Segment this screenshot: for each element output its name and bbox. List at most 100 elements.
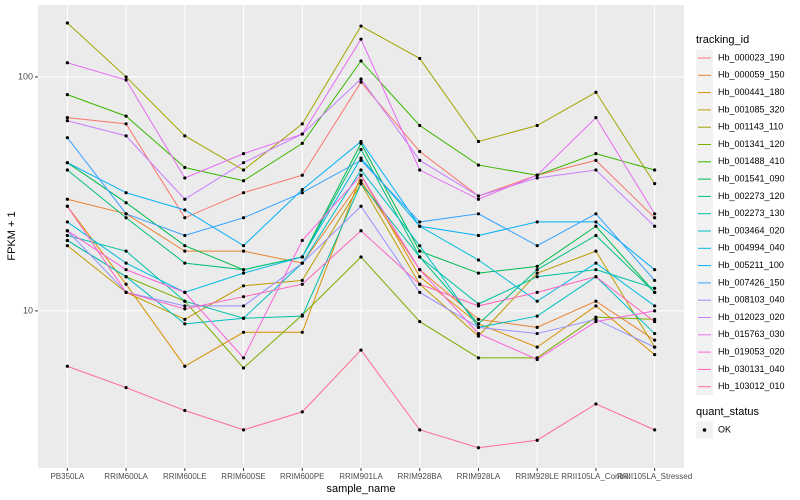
data-point (241, 428, 246, 432)
data-point (359, 173, 363, 177)
legend-label: Hb_004994_040 (718, 243, 785, 253)
data-point (535, 275, 539, 279)
data-point (476, 233, 481, 238)
data-point (300, 314, 304, 318)
data-point (241, 168, 246, 172)
data-point (476, 271, 481, 275)
data-point (653, 338, 657, 342)
x-tick-label: PB350LA (50, 472, 84, 481)
legend-label: Hb_001541_090 (718, 173, 785, 183)
data-point (300, 173, 304, 177)
data-point (241, 316, 246, 320)
data-point (653, 168, 657, 172)
data-point (535, 299, 539, 303)
data-point (124, 78, 128, 82)
x-tick-label: RRII105LA_Control (561, 472, 631, 481)
legend-label: Hb_001085_320 (718, 104, 785, 114)
data-point (476, 197, 481, 201)
data-point (183, 216, 187, 220)
data-point (594, 249, 598, 253)
data-point (241, 330, 246, 334)
data-point (594, 304, 598, 308)
data-point (653, 224, 657, 228)
data-point (535, 357, 539, 362)
y-tick-label: 10 (23, 305, 33, 315)
data-point (594, 233, 598, 238)
legend-label: Hb_000441_180 (718, 87, 785, 97)
data-point (535, 325, 539, 329)
data-point (124, 275, 128, 279)
data-point (183, 176, 187, 180)
legend-label: Hb_001488_410 (718, 156, 785, 166)
data-point (124, 261, 128, 265)
data-point (241, 366, 246, 370)
data-point (183, 299, 187, 303)
data-point (241, 284, 246, 288)
data-point (300, 238, 304, 243)
data-point (594, 402, 598, 406)
data-point (124, 268, 128, 272)
data-point (476, 212, 481, 216)
data-point (359, 348, 363, 352)
data-point (183, 290, 187, 294)
legend-label: Hb_003464_020 (718, 225, 785, 235)
data-point (241, 295, 246, 299)
data-point (65, 238, 69, 243)
data-point (300, 141, 304, 145)
data-point (594, 275, 598, 279)
data-point (183, 233, 187, 238)
data-point (653, 290, 657, 294)
data-point (653, 212, 657, 216)
data-point (476, 163, 481, 167)
data-point (359, 168, 363, 172)
data-point (535, 331, 539, 336)
data-point (65, 229, 69, 233)
data-point (594, 268, 598, 272)
data-point (535, 244, 539, 248)
data-point (594, 220, 598, 224)
x-tick-label: RRIM928LE (515, 472, 559, 481)
x-tick-label: RRIM600PE (280, 472, 324, 481)
data-point (124, 191, 128, 195)
x-tick-label: RRIM928BA (397, 472, 442, 481)
x-tick-label: RRII105LA_Stressed (617, 472, 692, 481)
data-point (359, 255, 363, 259)
data-point (300, 410, 304, 414)
data-point (65, 204, 69, 208)
data-point (300, 187, 304, 192)
data-point (535, 268, 539, 272)
data-point (594, 299, 598, 303)
data-point (359, 156, 363, 160)
data-point (241, 179, 246, 183)
data-point (594, 317, 598, 321)
data-point (535, 271, 539, 275)
legend-label: Hb_002273_130 (718, 208, 785, 218)
data-point (418, 220, 422, 224)
data-point (476, 139, 481, 144)
data-point (65, 244, 69, 248)
data-point (594, 168, 598, 172)
data-point (65, 220, 69, 224)
data-point (124, 212, 128, 216)
data-point (653, 181, 657, 186)
data-point (241, 271, 246, 275)
legend-label: Hb_000023_190 (718, 52, 785, 62)
legend-label: Hb_000059_150 (718, 70, 785, 80)
data-point (183, 244, 187, 248)
data-point (418, 244, 422, 248)
data-point (476, 331, 481, 336)
data-point (535, 176, 539, 180)
legend-label: Hb_103012_010 (718, 381, 785, 391)
data-point (183, 165, 187, 170)
data-point (359, 229, 363, 233)
x-axis-title: sample_name (326, 483, 395, 495)
data-point (594, 261, 598, 265)
data-point (65, 136, 69, 140)
data-point (241, 191, 246, 195)
data-point (124, 249, 128, 253)
data-point (183, 322, 187, 326)
data-point (476, 322, 481, 326)
legend-label: Hb_007426_150 (718, 277, 785, 287)
data-point (653, 278, 657, 282)
